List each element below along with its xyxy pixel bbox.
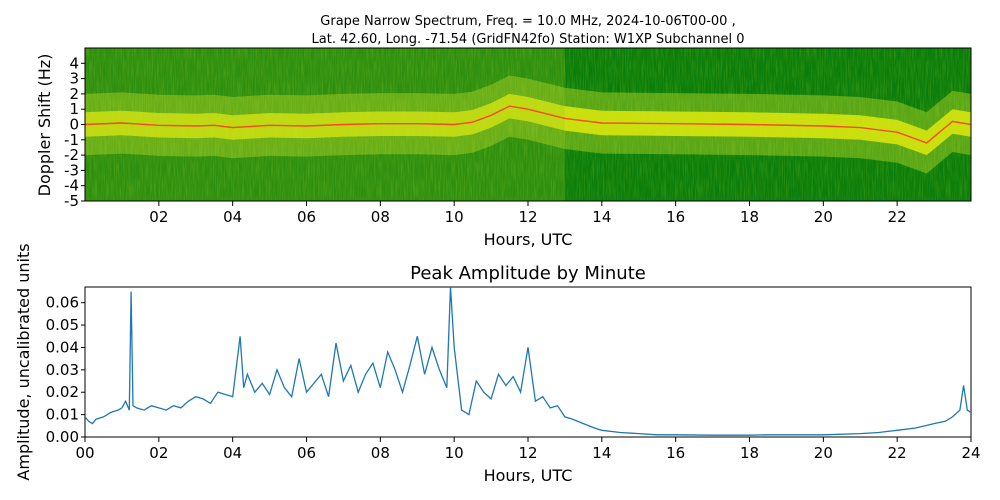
spectrogram-y-tick-label: 2 bbox=[69, 85, 79, 103]
amplitude-x-tick-label: 20 bbox=[814, 444, 833, 462]
spectrogram-x-tick-label: 06 bbox=[297, 208, 316, 226]
amplitude-y-axis-label: Amplitude, uncalibrated units bbox=[14, 243, 33, 480]
spectrogram-x-tick-label: 10 bbox=[445, 208, 464, 226]
doppler-trace bbox=[85, 105, 971, 144]
amplitude-y-tick-label: 0.02 bbox=[46, 383, 79, 401]
amplitude-x-tick-label: 10 bbox=[445, 444, 464, 462]
amplitude-panel: 00 02 04 06 08 10 12 14 16 18 20 22 24 0.000.010.020… bbox=[46, 286, 981, 462]
amplitude-y-tick-label: 0.06 bbox=[46, 294, 79, 312]
amplitude-x-tick-label: 12 bbox=[518, 444, 537, 462]
amplitude-x-tick-label: 18 bbox=[740, 444, 759, 462]
spectrogram-y-tick-label: 1 bbox=[69, 100, 79, 118]
spectrogram-x-tick-label: 16 bbox=[666, 208, 685, 226]
amplitude-x-tick-label: 04 bbox=[223, 444, 242, 462]
amplitude-frame bbox=[84, 286, 972, 438]
amplitude-x-axis-label: Hours, UTC bbox=[484, 466, 573, 485]
amplitude-x-tick-label: 24 bbox=[961, 444, 980, 462]
spectrogram-y-tick-label: -1 bbox=[64, 131, 79, 149]
amplitude-y-tick-label: 0.01 bbox=[46, 406, 79, 424]
amplitude-y-tick-label: 0.03 bbox=[46, 361, 79, 379]
spectrogram-x-tick-label: 08 bbox=[371, 208, 390, 226]
spectrogram-y-axis-label: Doppler Shift (Hz) bbox=[35, 54, 54, 197]
spectrum-title-line1: Grape Narrow Spectrum, Freq. = 10.0 MHz,… bbox=[320, 14, 735, 29]
spectrogram-x-tick-label: 20 bbox=[814, 208, 833, 226]
spectrogram-y-tick-label: -4 bbox=[64, 177, 79, 195]
amplitude-x-tick-label: 22 bbox=[888, 444, 907, 462]
spectrogram-y-tick-label: -2 bbox=[64, 146, 79, 164]
spectrogram-y-tick-label: 3 bbox=[69, 70, 79, 88]
spectrogram-x-axis-label: Hours, UTC bbox=[484, 230, 573, 249]
spectrogram-x-tick-label: 02 bbox=[149, 208, 168, 226]
amplitude-y-tick-label: 0.00 bbox=[46, 428, 79, 446]
amplitude-x-tick-label: 02 bbox=[149, 444, 168, 462]
spectrogram-x-tick-label: 18 bbox=[740, 208, 759, 226]
spectrogram-x-ticks: 02 04 06 08 10 12 14 16 18 20 22 bbox=[149, 201, 907, 226]
amplitude-series-line bbox=[85, 287, 971, 436]
spectrum-title-line2: Lat. 42.60, Long. -71.54 (GridFN42fo) St… bbox=[312, 32, 745, 47]
spectrogram-x-tick-label: 12 bbox=[518, 208, 537, 226]
amplitude-x-tick-label: 06 bbox=[297, 444, 316, 462]
spectrogram-y-tick-label: -5 bbox=[64, 192, 79, 210]
amplitude-x-tick-label: 00 bbox=[75, 444, 94, 462]
amplitude-y-tick-label: 0.04 bbox=[46, 338, 79, 356]
spectrogram-x-tick-label: 22 bbox=[888, 208, 907, 226]
spectrogram-x-tick-label: 14 bbox=[592, 208, 611, 226]
amplitude-y-tick-label: 0.05 bbox=[46, 316, 79, 334]
spectrogram-y-tick-label: 4 bbox=[69, 54, 79, 72]
spectrogram-noise-texture bbox=[85, 48, 971, 201]
spectrogram-x-tick-label: 04 bbox=[223, 208, 242, 226]
amplitude-x-tick-label: 16 bbox=[666, 444, 685, 462]
amplitude-chart-title: Peak Amplitude by Minute bbox=[410, 263, 646, 284]
amplitude-x-ticks: 00 02 04 06 08 10 12 14 16 18 20 22 24 bbox=[75, 437, 981, 462]
amplitude-y-ticks: 0.00 0.01 0.02 0.03 0.04 0.05 0.06 bbox=[46, 294, 85, 446]
amplitude-x-tick-label: 14 bbox=[592, 444, 611, 462]
amplitude-x-tick-label: 08 bbox=[371, 444, 390, 462]
spectrogram-y-tick-label: -3 bbox=[64, 161, 79, 179]
spectrogram-y-tick-label: 0 bbox=[69, 116, 79, 134]
